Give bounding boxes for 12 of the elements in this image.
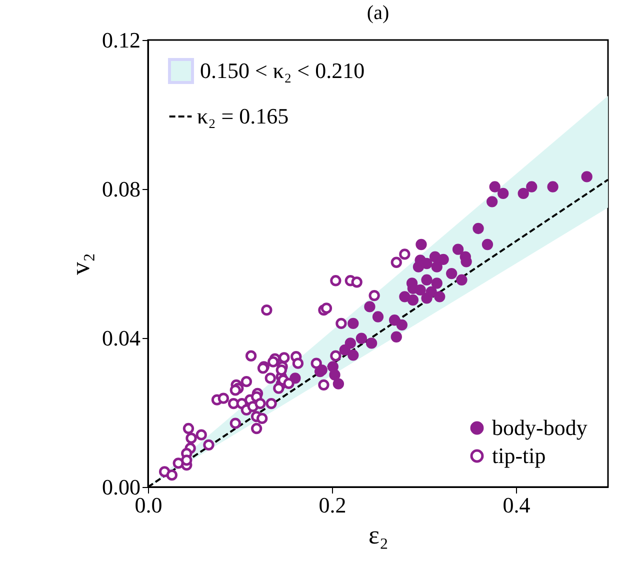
x-tick-label: 0.4: [502, 492, 530, 518]
y-axis-title: v₂: [66, 252, 95, 276]
legend-label: tip-tip: [492, 443, 546, 468]
x-axis-title: ε₂: [368, 520, 388, 550]
y-tick-label: 0.04: [102, 326, 140, 350]
annotation: 0.150 < κ₂ < 0.210: [200, 58, 365, 84]
chart-title: (a): [366, 2, 390, 24]
y-tick-label: 0.08: [102, 176, 140, 202]
y-tick-label: 0.12: [102, 28, 140, 52]
legend-label: κ₂ = 0.165: [197, 104, 289, 128]
legend-label: body-body: [492, 415, 588, 440]
x-tick-label: 0.2: [318, 492, 346, 518]
